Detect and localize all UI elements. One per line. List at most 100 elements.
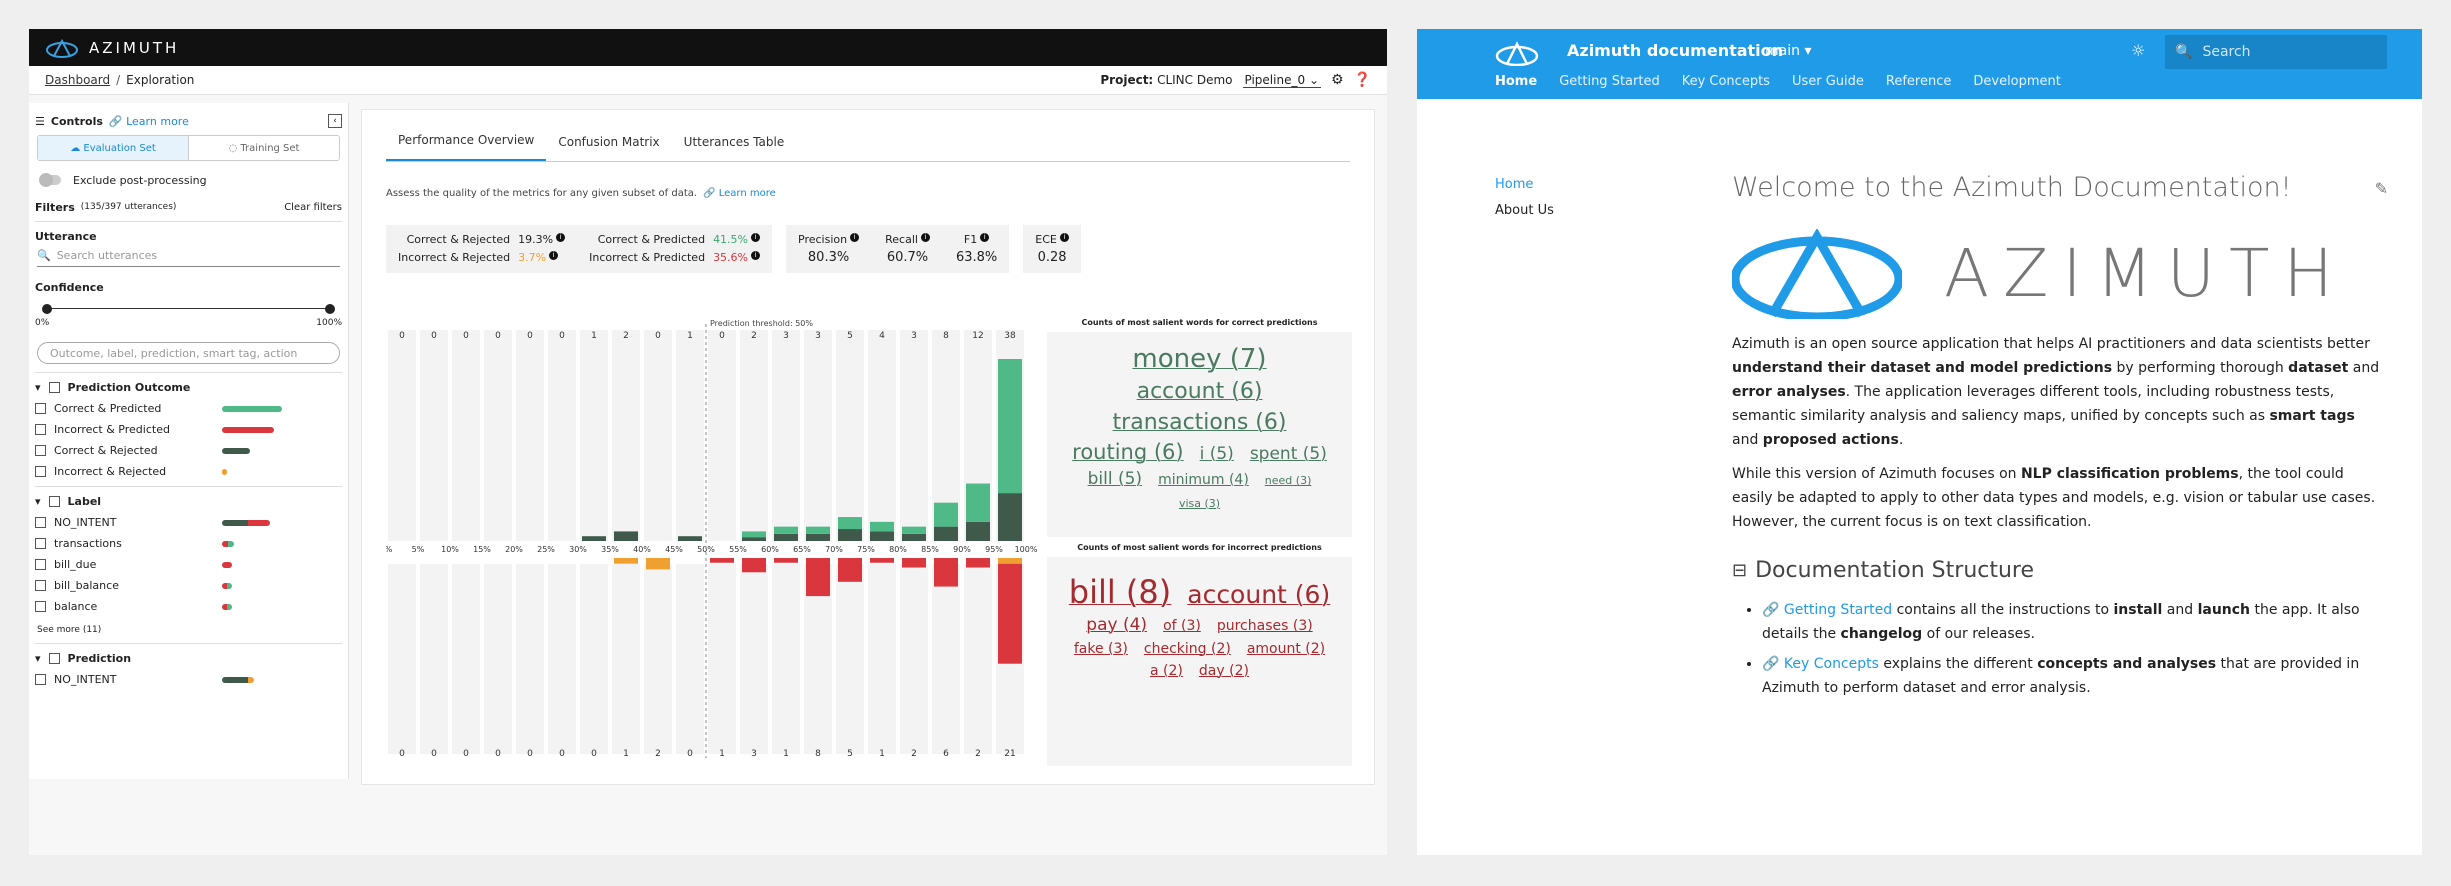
nav-getting-started[interactable]: Getting Started [1559,74,1660,89]
docs-title[interactable]: Azimuth documentation [1567,41,1784,60]
controls-learn-more-link[interactable]: 🔗 Learn more [108,114,189,128]
wordcloud-word[interactable]: bill (5) [1087,469,1143,490]
checkbox[interactable] [35,517,46,528]
filter-option[interactable]: balance [35,596,342,617]
incorrect-count-label: 0 [527,749,533,759]
wordcloud-word[interactable]: money (7) [1132,344,1267,374]
help-icon[interactable]: ❓ [1353,72,1371,88]
wordcloud-word[interactable]: day (2) [1198,662,1249,679]
f1-label-text: F1 [963,233,978,246]
see-more-link[interactable]: See more (11) [37,625,102,635]
wordcloud-word[interactable]: i (5) [1199,443,1234,464]
filter-option[interactable]: bill_due [35,554,342,575]
info-icon[interactable]: i [980,233,990,242]
collapse-sidebar-button[interactable]: ‹ [328,114,342,128]
breadcrumb-dashboard-link[interactable]: Dashboard [45,73,111,87]
key-concepts-link[interactable]: 🔗 Key Concepts [1762,656,1879,672]
wordcloud-word[interactable]: fake (3) [1073,640,1128,657]
info-icon[interactable]: i [556,233,566,242]
project-value: CLINC Demo [1157,73,1233,87]
info-icon[interactable]: i [1059,233,1069,242]
histogram-bin-background [388,330,416,541]
wordcloud-word[interactable]: checking (2) [1143,640,1231,657]
checkbox[interactable] [48,496,60,507]
prediction-outcome-header[interactable]: ▾ Prediction Outcome [35,377,342,398]
checkbox[interactable] [35,466,46,477]
performance-learn-more-link[interactable]: 🔗 Learn more [703,188,776,199]
wordcloud-word[interactable]: a (2) [1150,662,1183,679]
version-select[interactable]: main ▾ [1765,43,1811,59]
gear-icon[interactable]: ⚙ [1331,72,1344,88]
wordcloud-word[interactable]: routing (6) [1072,439,1184,464]
wordcloud-word[interactable]: need (3) [1264,474,1312,488]
confidence-min-handle[interactable] [42,304,52,314]
confidence-slider[interactable] [42,302,335,316]
nav-user-guide[interactable]: User Guide [1791,74,1864,89]
correct-rejected-bar [838,529,862,541]
wordcloud-word[interactable]: minimum (4) [1158,472,1249,489]
info-icon[interactable]: i [751,251,761,260]
tab-confusion-matrix[interactable]: Confusion Matrix [558,135,660,149]
tab-utterances-table[interactable]: Utterances Table [683,135,785,149]
wordcloud-word[interactable]: spent (5) [1249,443,1327,464]
checkbox[interactable] [48,382,60,393]
filter-option[interactable]: NO_INTENT [35,512,342,533]
training-set-tab[interactable]: ◌ Training Set [189,136,339,160]
nav-reference[interactable]: Reference [1885,74,1952,89]
wordcloud-word[interactable]: visa (3) [1178,496,1221,510]
filter-option[interactable]: Incorrect & Rejected [35,461,342,482]
filter-option[interactable]: NO_INTENT [35,669,342,690]
wordcloud-word[interactable]: account (6) [1136,379,1263,405]
evaluation-set-tab[interactable]: ☁ Evaluation Set [38,136,189,160]
info-icon[interactable]: i [850,233,860,242]
checkbox[interactable] [35,580,46,591]
azimuth-logo-icon[interactable] [1495,40,1539,66]
side-home[interactable]: Home [1495,177,1534,192]
checkbox[interactable] [35,538,46,549]
checkbox[interactable] [35,403,46,414]
exclude-postprocessing-toggle[interactable] [39,173,61,187]
wordcloud-word[interactable]: amount (2) [1246,640,1326,657]
filter-option[interactable]: Incorrect & Predicted [35,419,342,440]
getting-started-link[interactable]: 🔗 Getting Started [1762,602,1892,618]
nav-home[interactable]: Home [1495,74,1538,89]
tab-performance-overview[interactable]: Performance Overview [386,133,547,161]
nav-development[interactable]: Development [1973,74,2061,89]
checkbox[interactable] [35,674,46,685]
wordcloud-word[interactable]: account (6) [1187,580,1331,609]
filter-option-label: Correct & Predicted [54,402,162,415]
info-icon[interactable]: i [751,233,761,242]
filter-option[interactable]: transactions [35,533,342,554]
checkbox[interactable] [35,601,46,612]
filter-option-label: NO_INTENT [54,673,117,686]
edit-page-icon[interactable]: ✎ [2374,179,2388,198]
side-about-us[interactable]: About Us [1495,203,1554,218]
wordcloud-word[interactable]: of (3) [1163,618,1201,635]
checkbox[interactable] [35,424,46,435]
nav-key-concepts[interactable]: Key Concepts [1681,74,1770,89]
checkbox[interactable] [35,445,46,456]
search-utterances-input[interactable]: 🔍 Search utterances [37,245,340,267]
docs-search-input[interactable]: 🔍 Search [2165,35,2387,69]
wordcloud-word[interactable]: transactions (6) [1112,409,1287,435]
wordcloud-word[interactable]: pay (4) [1086,615,1148,636]
wordcloud-word[interactable]: bill (8) [1068,573,1172,611]
confidence-max-handle[interactable] [325,304,335,314]
checkbox[interactable] [48,653,60,664]
pipeline-select[interactable]: Pipeline_0 ⌄ [1242,73,1321,88]
filter-option[interactable]: Correct & Rejected [35,440,342,461]
info-icon[interactable]: i [549,251,559,260]
filter-search-input[interactable]: Outcome, label, prediction, smart tag, a… [37,342,340,364]
prediction-header[interactable]: ▾ Prediction [35,648,342,669]
clear-filters-button[interactable]: Clear filters [284,201,342,213]
checkbox[interactable] [35,559,46,570]
label-header[interactable]: ▾ Label [35,491,342,512]
filter-option[interactable]: Correct & Predicted [35,398,342,419]
filter-option[interactable]: bill_balance [35,575,342,596]
project-label: Project: [1100,73,1154,87]
app-brand[interactable]: AZIMUTH [45,38,179,58]
correct-count-label: 0 [495,331,501,341]
theme-toggle-icon[interactable]: ☼ [2131,41,2146,60]
info-icon[interactable]: i [920,233,930,242]
wordcloud-word[interactable]: purchases (3) [1216,618,1313,635]
